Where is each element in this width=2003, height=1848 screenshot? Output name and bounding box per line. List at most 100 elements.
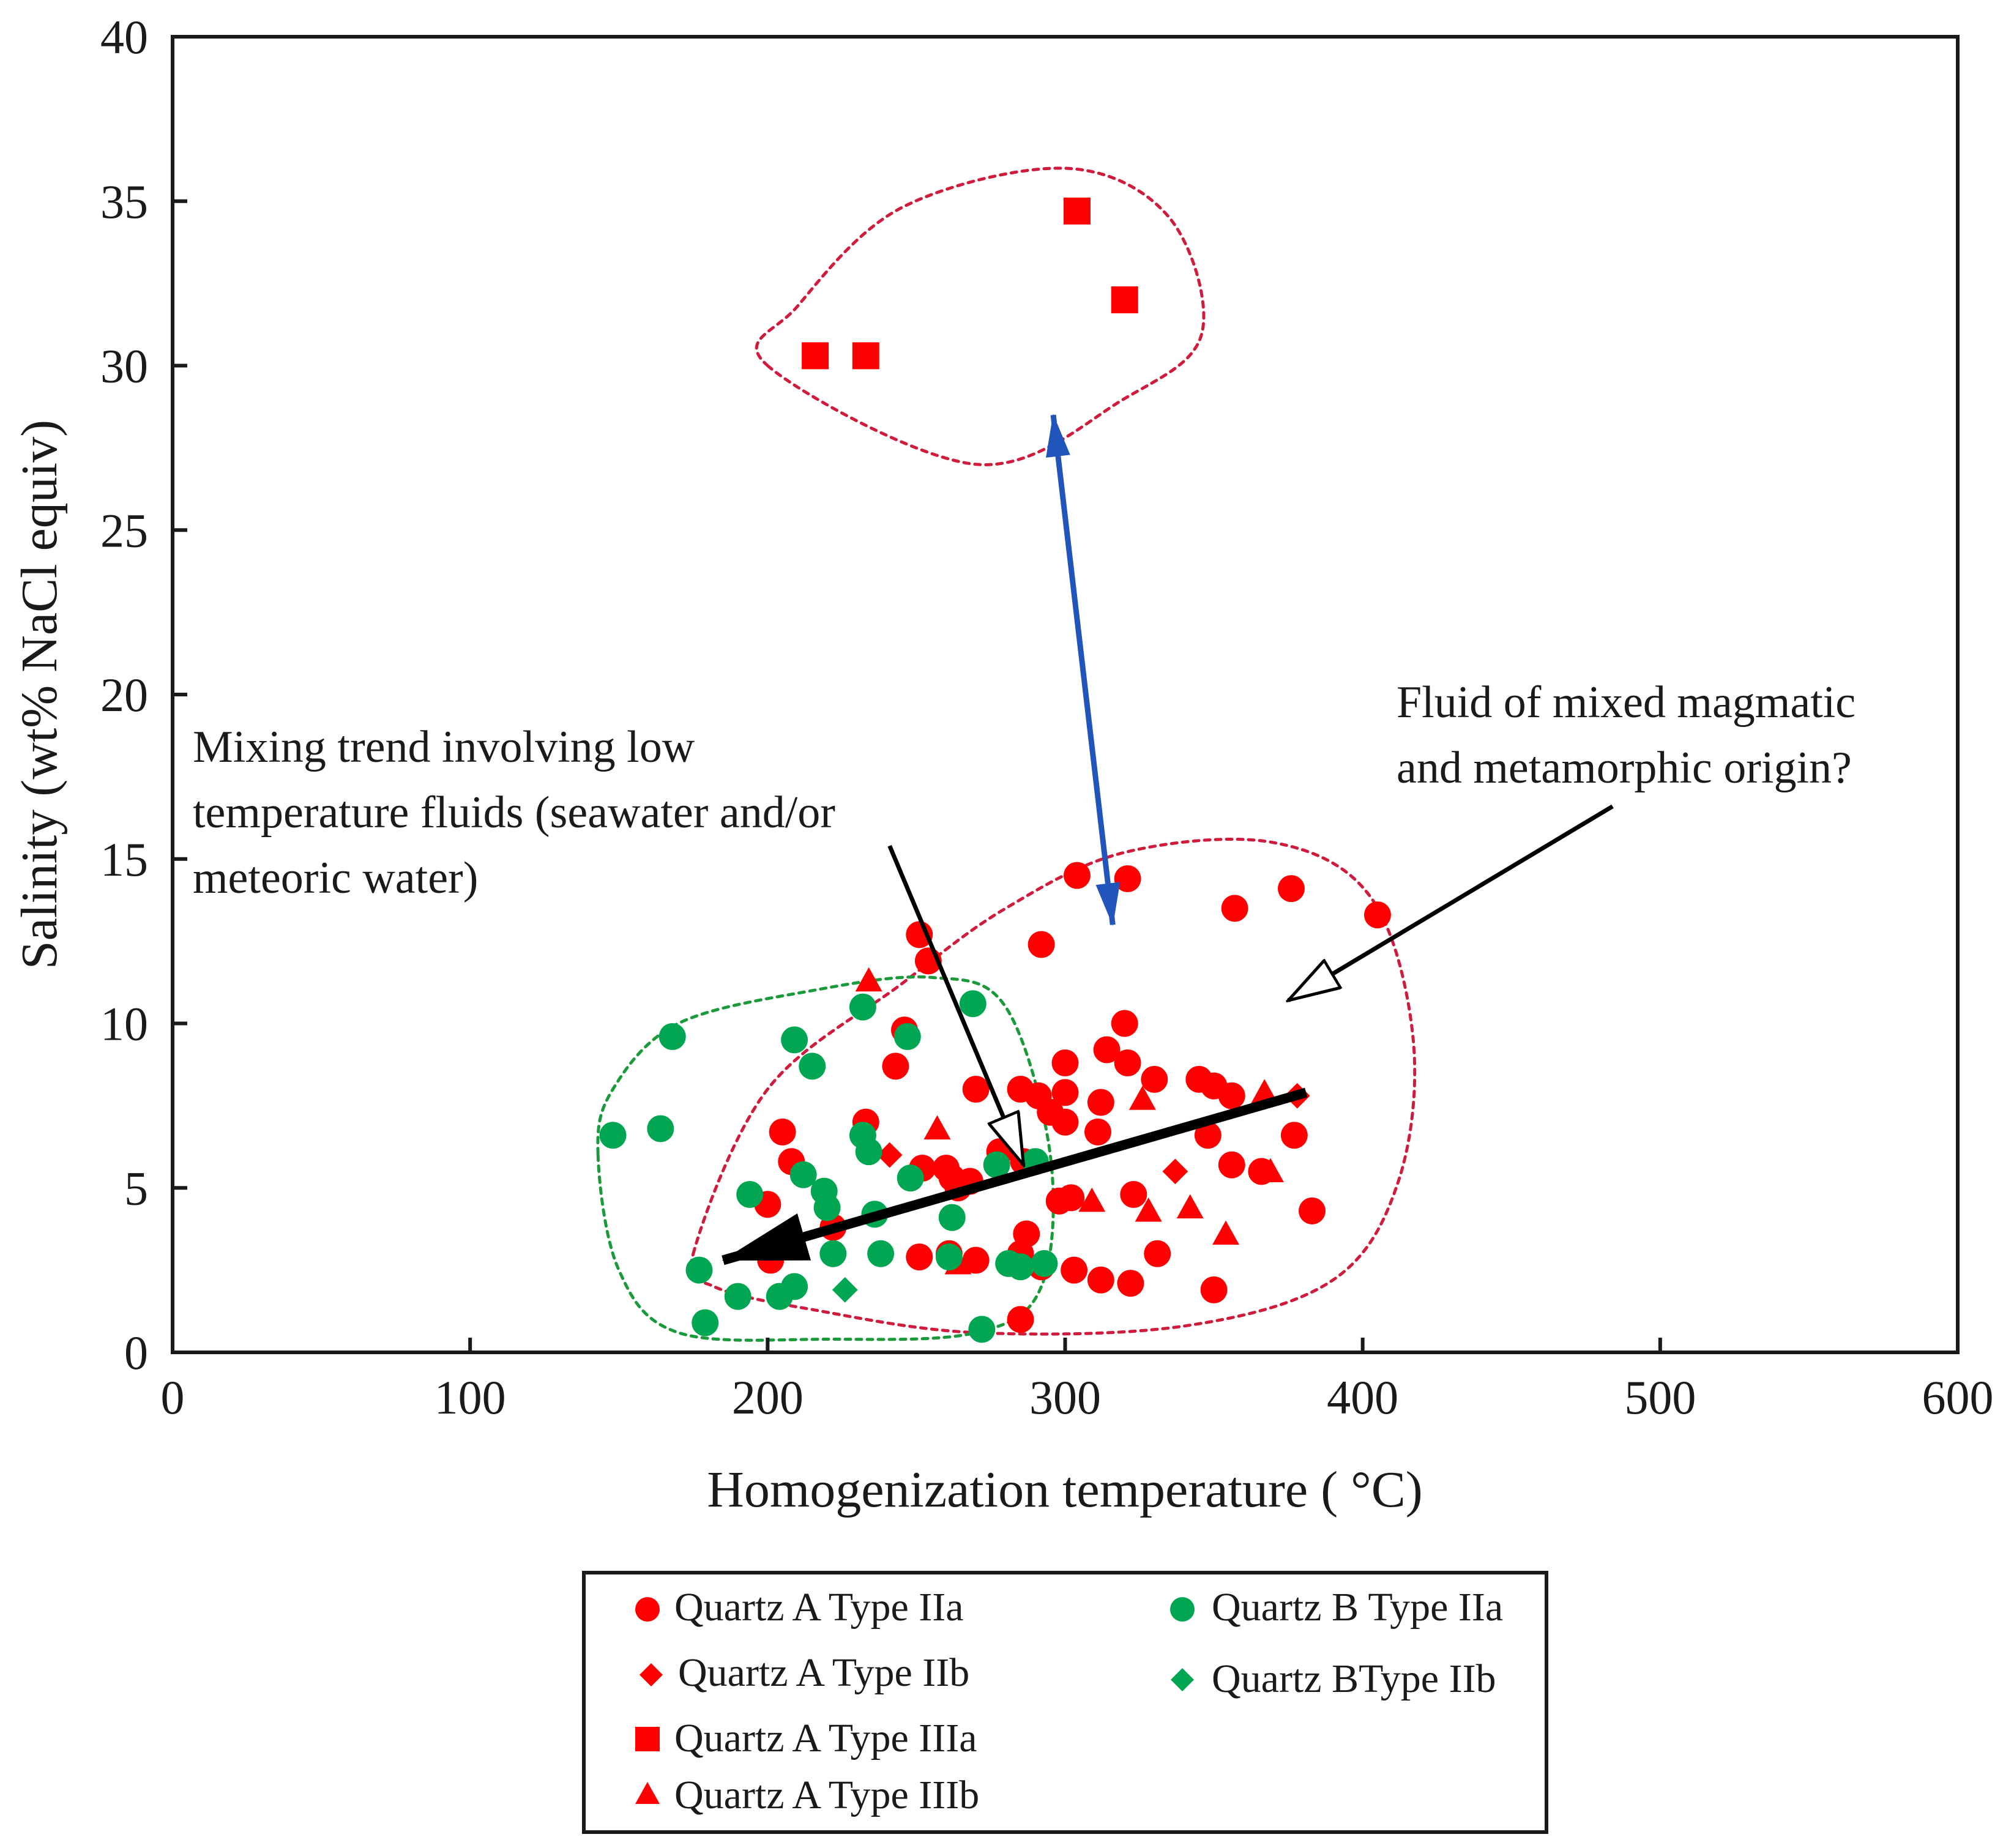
legend-marker-quartz-btype-iib: [1171, 1668, 1194, 1691]
point-quartz-a-type-iia: [1363, 901, 1391, 929]
point-quartz-a-type-iiib: [1176, 1194, 1204, 1219]
double-arrow: [1046, 414, 1121, 926]
legend-marker-quartz-a-type-iib: [640, 1663, 663, 1686]
legend-markers: [635, 1597, 1195, 1804]
point-quartz-a-type-iiia: [1063, 197, 1091, 225]
legend-marker-quartz-a-type-iiia: [635, 1727, 660, 1751]
x-axis-title: Homogenization temperature ( °C): [707, 1461, 1423, 1518]
x-tick-label: 300: [1029, 1371, 1101, 1424]
point-quartz-a-type-iia: [1051, 1079, 1079, 1106]
point-quartz-b-type-iia: [897, 1164, 924, 1192]
x-tick-label: 600: [1922, 1371, 1994, 1424]
point-quartz-a-type-iia: [1117, 1270, 1144, 1297]
point-quartz-a-type-iia: [1120, 1181, 1147, 1208]
point-quartz-a-type-iia: [1057, 1184, 1085, 1212]
point-quartz-a-type-iia: [1200, 1276, 1228, 1303]
point-quartz-a-type-iia: [1280, 1122, 1308, 1149]
arrows-layer: [722, 414, 1614, 1265]
annotation-line: temperature fluids (seawater and/or: [193, 788, 835, 838]
ticks-layer: 0 100 200 300 400 500 600 0 5 10 15 20 25 30 35 40: [100, 10, 1994, 1424]
point-quartz-a-type-iib: [1162, 1158, 1188, 1185]
point-quartz-a-type-iia: [1114, 865, 1141, 892]
point-quartz-a-type-iia: [1061, 1256, 1088, 1284]
point-quartz-a-type-iia: [1141, 1065, 1168, 1093]
point-quartz-b-type-iia: [893, 1023, 921, 1050]
legend: Quartz A Type IIa Quartz A Type IIb Quar…: [582, 1571, 1548, 1834]
point-quartz-b-type-iia: [938, 1204, 966, 1231]
legend-label: Quartz A Type IIa: [674, 1585, 964, 1630]
point-quartz-b-type-iia: [813, 1194, 841, 1221]
point-quartz-a-type-iia: [1063, 862, 1091, 889]
point-quartz-b-type-iia: [599, 1122, 627, 1149]
annotation-line: and metamorphic origin?: [1397, 743, 1852, 793]
x-tick-label: 400: [1327, 1371, 1398, 1424]
point-quartz-b-type-iia: [819, 1240, 847, 1267]
point-quartz-a-type-iia: [1221, 895, 1248, 922]
point-quartz-a-type-iib: [876, 1142, 903, 1168]
x-tick-label: 200: [732, 1371, 804, 1424]
legend-marker-quartz-a-type-iia: [635, 1597, 660, 1622]
legend-marker-quartz-b-type-iia: [1170, 1597, 1195, 1622]
pointer-arrow: [887, 844, 1024, 1164]
y-tick-label: 35: [100, 175, 148, 228]
annotation-line: Fluid of mixed magmatic: [1397, 677, 1856, 728]
y-tick-label: 25: [100, 504, 148, 557]
x-tick-label: 0: [161, 1371, 185, 1424]
y-axis-title: Salinity (wt% NaCl equiv): [11, 420, 68, 969]
point-quartz-a-type-iia: [1218, 1082, 1245, 1109]
point-quartz-a-type-iiia: [802, 342, 829, 370]
point-quartz-a-type-iia: [1087, 1089, 1114, 1116]
point-quartz-b-type-iia: [789, 1161, 817, 1188]
legend-label: Quartz A Type IIIb: [674, 1773, 979, 1817]
y-tick-label: 0: [124, 1326, 148, 1379]
point-quartz-a-type-iia: [1218, 1151, 1245, 1179]
point-quartz-a-type-iiia: [852, 342, 879, 370]
y-tick-label: 15: [100, 833, 148, 886]
y-tick-label: 30: [100, 340, 148, 393]
point-quartz-b-type-iia: [855, 1138, 882, 1166]
point-quartz-a-type-iia: [933, 1155, 960, 1182]
point-quartz-b-type-iia: [766, 1283, 793, 1310]
point-quartz-a-type-iiib: [1135, 1197, 1162, 1222]
point-quartz-a-type-iiib: [1128, 1086, 1156, 1110]
legend-box: [582, 1571, 1548, 1834]
point-quartz-a-type-iia: [1194, 1122, 1222, 1149]
point-quartz-b-type-iia: [849, 993, 876, 1021]
annotation-mixing-trend: Mixing trend involving low temperature f…: [193, 722, 835, 903]
point-quartz-a-type-iia: [962, 1076, 990, 1103]
legend-marker-quartz-a-type-iiib: [635, 1782, 660, 1804]
point-quartz-a-type-iia: [1087, 1266, 1114, 1294]
point-quartz-b-type-iia: [736, 1181, 764, 1208]
legend-label: Quartz B Type IIa: [1212, 1585, 1503, 1630]
legend-label: Quartz A Type IIb: [678, 1650, 969, 1695]
y-tick-label: 40: [100, 10, 148, 64]
point-quartz-a-type-iiib: [923, 1115, 951, 1140]
pointer-arrow: [1288, 804, 1614, 1000]
point-quartz-b-type-iia: [724, 1283, 752, 1310]
point-quartz-a-type-iiib: [1251, 1079, 1278, 1103]
x-tick-label: 500: [1624, 1371, 1696, 1424]
point-quartz-a-type-iia: [1144, 1240, 1171, 1267]
point-quartz-b-type-iia: [968, 1316, 996, 1343]
point-quartz-a-type-iia: [1299, 1197, 1326, 1224]
point-quartz-btype-iib: [832, 1276, 858, 1303]
point-quartz-a-type-iia: [1111, 1010, 1138, 1037]
point-quartz-a-type-iia: [769, 1118, 796, 1146]
y-tick-label: 20: [100, 668, 148, 721]
annotation-line: Mixing trend involving low: [193, 722, 695, 772]
point-quartz-a-type-iia: [882, 1053, 909, 1080]
point-quartz-a-type-iiia: [1111, 286, 1138, 313]
point-quartz-b-type-iia: [1031, 1250, 1058, 1277]
regions-layer: [596, 166, 1417, 1342]
point-quartz-a-type-iia: [1051, 1049, 1079, 1076]
points-layer: [599, 197, 1391, 1343]
point-quartz-b-type-iia: [959, 990, 987, 1018]
point-quartz-a-type-iiib: [1212, 1220, 1240, 1245]
point-quartz-b-type-iia: [692, 1309, 719, 1336]
point-quartz-a-type-iia: [1051, 1108, 1079, 1136]
point-quartz-b-type-iia: [647, 1115, 674, 1142]
point-quartz-a-type-iiib: [1256, 1158, 1284, 1182]
annotation-fluid-origin: Fluid of mixed magmatic and metamorphic …: [1397, 677, 1856, 793]
point-quartz-a-type-iia: [962, 1246, 990, 1274]
